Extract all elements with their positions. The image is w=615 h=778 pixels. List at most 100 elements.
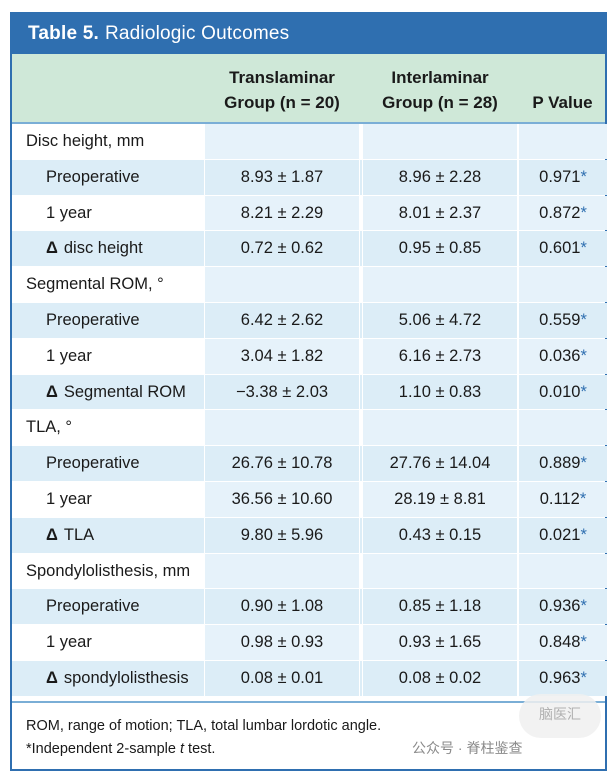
cell-interlaminar: 0.08 ± 0.02 [362,660,518,696]
cell-interlaminar: 8.96 ± 2.28 [362,159,518,195]
column-header-translaminar-line1: Translaminar [229,68,335,87]
column-header-p-value: P Value [518,90,607,115]
cell-interlaminar: 1.10 ± 0.83 [362,374,518,410]
delta-symbol: Δ [46,382,58,401]
cell-p-value: 0.010* [518,374,607,410]
significance-star: * [580,203,587,222]
row-label: Preoperative [12,589,204,625]
row-label: Δ Segmental ROM [12,375,204,411]
row-label-text: Preoperative [46,310,140,329]
table-row: Spondylolisthesis, mm [12,553,607,590]
cell-interlaminar [362,267,518,302]
table-title-bar: Table 5. Radiologic Outcomes [12,14,605,54]
row-label: 1 year [12,196,204,232]
row-label: 1 year [12,339,204,375]
row-label-text: 1 year [46,346,92,365]
significance-star: * [580,633,587,652]
p-value-text: 0.601 [539,239,581,258]
cell-interlaminar: 0.43 ± 0.15 [362,517,518,553]
row-label-text: Segmental ROM, ° [26,275,164,294]
cell-p-value: 0.889* [518,446,607,481]
footnote-test: *Independent 2-sample t test. [26,738,605,761]
cell-translaminar: 36.56 ± 10.60 [204,481,360,517]
row-label-text: Preoperative [46,454,140,473]
cell-p-value: 0.963* [518,660,607,696]
table-number: Table 5. [28,23,99,44]
footnote-test-prefix: *Independent 2-sample [26,741,180,757]
row-label-text: TLA [63,525,95,544]
cell-interlaminar: 0.93 ± 1.65 [362,625,518,660]
row-label: TLA, ° [12,410,204,446]
footnote-abbreviations: ROM, range of motion; TLA, total lumbar … [26,718,382,734]
p-value-text: 0.559 [539,310,581,329]
table-frame: Table 5. Radiologic Outcomes Translaminar… [10,12,607,771]
cell-translaminar: −3.38 ± 2.03 [204,374,360,410]
p-value-text: 0.889 [539,454,581,473]
table-header: Translaminar Group (n = 20) Interlaminar… [12,54,605,124]
p-value-text: 0.036 [539,346,581,365]
table-title: Radiologic Outcomes [104,23,290,44]
cell-translaminar [204,553,360,589]
cell-p-value: 0.601* [518,231,607,267]
table-footnotes: ROM, range of motion; TLA, total lumbar … [12,701,605,769]
cell-translaminar: 6.42 ± 2.62 [204,302,360,338]
cell-interlaminar [362,410,518,446]
table-row: Segmental ROM, ° [12,267,607,303]
row-label: 1 year [12,482,204,518]
significance-star: * [580,597,587,616]
p-value-text: 0.010 [539,382,581,401]
cell-interlaminar: 8.01 ± 2.37 [362,195,518,231]
row-label-text: TLA, ° [26,418,73,437]
cell-p-value: 0.559* [518,302,607,338]
p-value-text: 0.848 [539,633,581,652]
p-value-text: 0.872 [539,203,581,222]
table-row: Preoperative 8.93 ± 1.87 8.96 ± 2.28 0.971* [12,159,607,196]
p-value-text: 0.971 [539,167,581,186]
column-header-interlaminar-line2: Group (n = 28) [382,93,498,112]
cell-translaminar: 0.98 ± 0.93 [204,625,360,660]
cell-interlaminar: 5.06 ± 4.72 [362,302,518,338]
cell-interlaminar [362,124,518,159]
significance-star: * [580,346,587,365]
significance-star: * [580,310,587,329]
watermark-text: 公众号 · 脊柱鉴查 [412,740,523,756]
p-value-text: 0.963 [539,668,581,687]
cell-translaminar: 0.08 ± 0.01 [204,660,360,696]
cell-translaminar: 8.21 ± 2.29 [204,195,360,231]
table-row: Disc height, mm [12,124,607,160]
cell-interlaminar: 27.76 ± 14.04 [362,446,518,481]
column-header-interlaminar-line1: Interlaminar [391,68,489,87]
cell-translaminar [204,410,360,446]
row-label-text: Spondylolisthesis, mm [26,561,191,580]
cell-p-value: 0.848* [518,625,607,660]
column-header-interlaminar: Interlaminar Group (n = 28) [362,65,518,115]
row-label-text: 1 year [46,633,92,652]
table-row: 1 year 0.98 ± 0.93 0.93 ± 1.65 0.848* [12,625,607,661]
cell-interlaminar: 0.95 ± 0.85 [362,231,518,267]
row-label-text: 1 year [46,489,92,508]
cell-p-value [518,267,607,302]
cell-interlaminar: 28.19 ± 8.81 [362,481,518,517]
cell-translaminar: 26.76 ± 10.78 [204,446,360,481]
significance-star: * [580,382,587,401]
row-label-text: Preoperative [46,167,140,186]
p-value-text: 0.936 [539,597,581,616]
cell-p-value: 0.971* [518,159,607,195]
cell-p-value [518,410,607,446]
table-row: 1 year 36.56 ± 10.60 28.19 ± 8.81 0.112* [12,481,607,518]
cell-translaminar [204,124,360,159]
significance-star: * [580,454,587,473]
column-header-translaminar: Translaminar Group (n = 20) [204,65,360,115]
row-label-text: Segmental ROM [63,382,186,401]
column-header-p-value-label: P Value [532,93,593,112]
table-row: Preoperative 26.76 ± 10.78 27.76 ± 14.04 0.… [12,446,607,482]
delta-symbol: Δ [46,239,58,258]
row-label: Preoperative [12,303,204,339]
cell-translaminar: 0.90 ± 1.08 [204,589,360,625]
table-row: 1 year 8.21 ± 2.29 8.01 ± 2.37 0.872* [12,195,607,232]
cell-translaminar: 8.93 ± 1.87 [204,159,360,195]
